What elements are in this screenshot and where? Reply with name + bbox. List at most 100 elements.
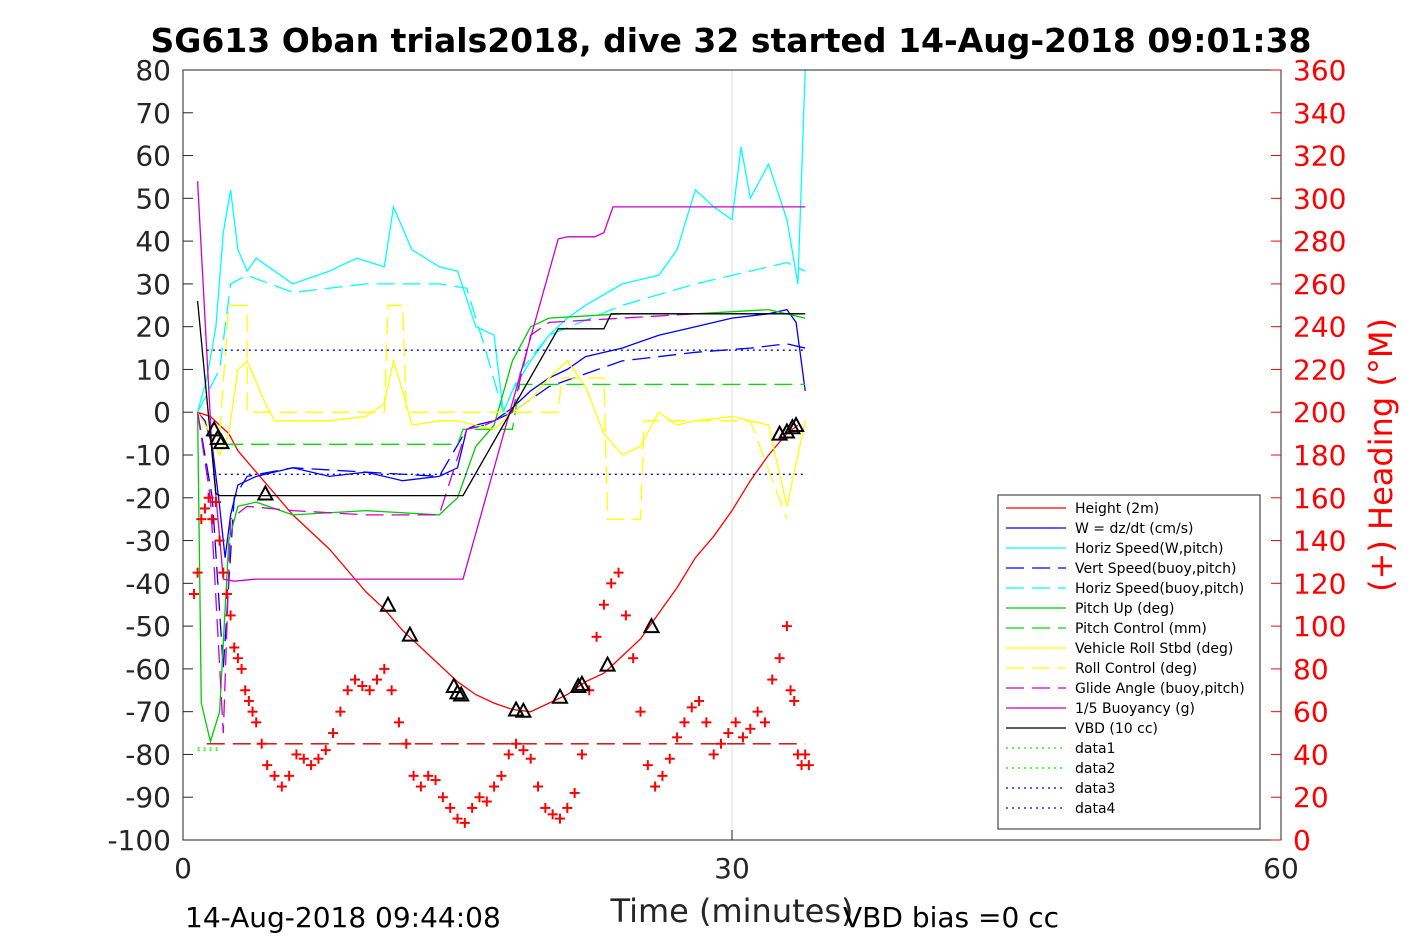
y-tick-label: -40 <box>125 567 171 600</box>
event-marker <box>551 687 569 704</box>
ticks: 80706050403020100-10-20-30-40-50-60-70-8… <box>107 54 1346 885</box>
legend-label: VBD (10 cc) <box>1075 721 1158 737</box>
heading-point <box>371 674 382 685</box>
heading-point <box>229 642 240 653</box>
legend-item: Vehicle Roll Stbd (deg) <box>1006 641 1233 657</box>
y-tick-label: -50 <box>125 610 171 643</box>
legend-item: Height (2m) <box>1006 501 1159 517</box>
heading-point <box>800 749 811 760</box>
heading-point <box>408 770 419 781</box>
footer-vbd-bias: VBD bias =0 cc <box>843 901 1059 934</box>
heading-point <box>547 809 558 820</box>
y-tick-label: 0 <box>153 396 171 429</box>
legend-label: Roll Control (deg) <box>1075 661 1197 677</box>
y-right-tick-label: 100 <box>1293 610 1346 643</box>
heading-point <box>221 589 232 600</box>
heading-point <box>386 685 397 696</box>
heading-point <box>598 599 609 610</box>
y-axis-right-label: (+) Heading (°M) <box>1362 318 1400 592</box>
heading-point <box>188 589 199 600</box>
heading-point <box>236 663 247 674</box>
y-tick-label: -60 <box>125 653 171 686</box>
legend-item: data3 <box>1006 781 1115 797</box>
heading-point <box>716 738 727 749</box>
y-tick-label: 50 <box>135 182 171 215</box>
heading-point <box>496 770 507 781</box>
heading-point <box>243 695 254 706</box>
series-line-1 <box>197 308 806 558</box>
y-tick-label: -80 <box>125 738 171 771</box>
y-right-tick-label: 220 <box>1293 353 1346 386</box>
heading-point <box>518 745 529 756</box>
y-right-tick-label: 240 <box>1293 311 1346 344</box>
heading-point <box>335 706 346 717</box>
legend-label: Vehicle Roll Stbd (deg) <box>1075 641 1233 657</box>
heading-point <box>214 535 225 546</box>
heading-point <box>262 760 273 771</box>
heading-point <box>701 717 712 728</box>
y-tick-label: -10 <box>125 439 171 472</box>
heading-point <box>192 567 203 578</box>
heading-point <box>342 685 353 696</box>
heading-point <box>357 681 368 691</box>
legend-label: Horiz Speed(buoy,pitch) <box>1075 581 1244 597</box>
y-right-tick-label: 20 <box>1293 781 1329 814</box>
y-tick-label: -30 <box>125 525 171 558</box>
legend-label: W = dz/dt (cm/s) <box>1075 521 1194 537</box>
heading-point <box>291 749 302 760</box>
heading-point <box>401 738 412 749</box>
heading-point <box>489 781 500 792</box>
x-tick-label: 30 <box>714 852 750 885</box>
heading-point <box>256 738 267 749</box>
heading-point <box>635 706 646 717</box>
heading-point <box>781 621 792 632</box>
y-right-tick-label: 200 <box>1293 396 1346 429</box>
x-tick-label: 0 <box>174 852 192 885</box>
legend-label: data1 <box>1075 741 1115 757</box>
y-right-tick-label: 260 <box>1293 268 1346 301</box>
y-tick-label: -100 <box>107 824 171 857</box>
heading-point <box>232 653 243 664</box>
y-right-tick-label: 320 <box>1293 140 1346 173</box>
event-marker <box>452 685 470 702</box>
heading-point <box>313 753 324 764</box>
markers-layer <box>188 415 814 828</box>
heading-point <box>730 717 741 728</box>
series-line-4 <box>197 261 806 415</box>
heading-point <box>474 792 485 803</box>
heading-point <box>379 663 390 674</box>
legend-item: Horiz Speed(buoy,pitch) <box>1006 581 1244 597</box>
y-right-tick-label: 140 <box>1293 525 1346 558</box>
legend-item: Roll Control (deg) <box>1006 661 1197 677</box>
heading-point <box>591 631 602 642</box>
heading-point <box>393 717 404 728</box>
heading-point <box>199 503 210 514</box>
heading-point <box>320 745 331 756</box>
y-right-tick-label: 340 <box>1293 97 1346 130</box>
legend-label: Pitch Up (deg) <box>1075 601 1174 617</box>
heading-point <box>481 796 492 807</box>
legend-item: Pitch Up (deg) <box>1006 601 1174 617</box>
legend-item: 1/5 Buoyancy (g) <box>1006 701 1195 717</box>
heading-point <box>642 760 653 771</box>
heading-point <box>628 653 639 664</box>
series-line-7 <box>197 358 806 507</box>
heading-point <box>269 770 280 781</box>
heading-point <box>525 753 536 764</box>
heading-point <box>774 653 785 664</box>
heading-point <box>430 775 441 786</box>
heading-point <box>540 802 551 813</box>
y-tick-label: 60 <box>135 140 171 173</box>
heading-point <box>452 813 463 824</box>
event-marker <box>205 420 223 437</box>
event-marker <box>783 418 802 435</box>
heading-point <box>533 781 544 792</box>
event-marker <box>379 595 397 612</box>
event-marker <box>598 655 617 672</box>
event-marker <box>514 701 533 718</box>
chart-title: SG613 Oban trials2018, dive 32 started 1… <box>150 21 1311 60</box>
legend-label: Vert Speed(buoy,pitch) <box>1075 561 1237 577</box>
legend-item: data1 <box>1006 741 1115 757</box>
y-right-tick-label: 80 <box>1293 653 1329 686</box>
